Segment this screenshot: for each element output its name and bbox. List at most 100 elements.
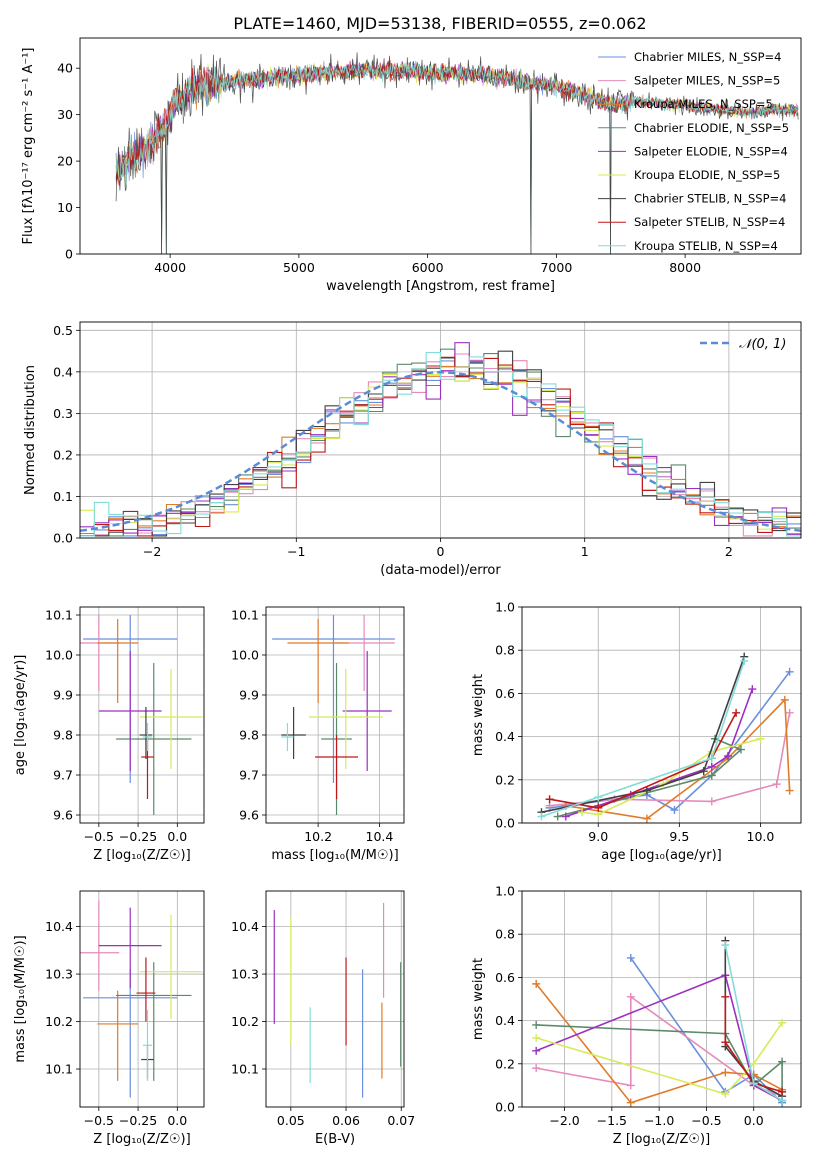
age_vs_Z-frame bbox=[79, 606, 205, 824]
y-tick-label: 40 bbox=[57, 61, 73, 76]
point-marker bbox=[740, 657, 749, 665]
y-tick-label: 10.2 bbox=[45, 1014, 73, 1029]
point-marker bbox=[532, 1020, 541, 1029]
x-tick-label: 8000 bbox=[669, 260, 701, 275]
y-tick-label: 9.8 bbox=[239, 728, 259, 743]
y-tick-label: 10.2 bbox=[231, 1014, 259, 1029]
x-tick-label: 1 bbox=[581, 544, 589, 559]
point-marker bbox=[707, 771, 716, 780]
residual_histogram-axes: −2 −1 0 1 2 0.0 0.1 0.2 0.3 0.4 0.5 (data-model)/er… bbox=[23, 322, 801, 578]
normal-curve bbox=[80, 371, 801, 532]
mass_weight_vs_Z-frame bbox=[521, 890, 802, 1108]
data-point bbox=[80, 615, 120, 691]
point-marker bbox=[532, 1064, 541, 1073]
x-tick-label: 0.07 bbox=[387, 1113, 415, 1128]
x-axis-label: Z [log₁₀(Z/Z☉)] bbox=[93, 848, 190, 863]
x-tick-label: 0.06 bbox=[332, 1113, 360, 1128]
point-marker bbox=[670, 806, 679, 815]
x-tick-label: 0.0 bbox=[167, 1113, 187, 1128]
x-tick-label: 5000 bbox=[283, 260, 315, 275]
y-tick-label: 1.0 bbox=[495, 884, 515, 899]
x-tick-label: 6000 bbox=[412, 260, 444, 275]
y-tick-label: 0.1 bbox=[53, 489, 73, 504]
point-marker bbox=[749, 1059, 758, 1068]
point-marker bbox=[532, 979, 541, 988]
point-marker bbox=[778, 1096, 787, 1105]
y-axis-label: mass [log₁₀(M/M☉)] bbox=[13, 935, 28, 1062]
data-point bbox=[281, 707, 306, 759]
mass_weight_vs_age-frame bbox=[521, 606, 802, 824]
y-tick-label: 0.0 bbox=[495, 1100, 515, 1115]
point-marker bbox=[532, 1046, 541, 1055]
data-point bbox=[98, 651, 162, 771]
y-tick-label: 0.0 bbox=[495, 816, 515, 831]
histogram-legend: 𝒩(0, 1) bbox=[700, 337, 786, 352]
series bbox=[537, 652, 749, 817]
data-point bbox=[142, 1009, 153, 1081]
mass_weight_vs_age-series bbox=[537, 652, 794, 823]
point-marker bbox=[626, 953, 635, 962]
legend-entry: 𝒩(0, 1) bbox=[739, 337, 786, 352]
y-tick-label: 10 bbox=[57, 200, 73, 215]
series bbox=[537, 657, 749, 821]
x-tick-label: 9.0 bbox=[588, 829, 608, 844]
histogram-frame bbox=[79, 321, 802, 539]
point-marker bbox=[724, 752, 733, 761]
series bbox=[545, 708, 794, 810]
y-tick-label: 10.1 bbox=[45, 1062, 73, 1077]
data-point bbox=[139, 707, 153, 759]
series-line bbox=[535, 974, 783, 1102]
y-tick-label: 0.2 bbox=[495, 772, 515, 787]
x-tick-label: −1.0 bbox=[644, 1113, 674, 1128]
series bbox=[545, 708, 741, 812]
point-marker bbox=[642, 786, 651, 795]
mass_vs_Z-frame bbox=[79, 890, 205, 1108]
data-point bbox=[97, 619, 139, 703]
y-tick-label: 10.4 bbox=[45, 919, 73, 934]
x-tick-label: 7000 bbox=[540, 260, 572, 275]
point-marker bbox=[553, 812, 562, 821]
x-axis-label: age [log₁₀(age/yr)] bbox=[601, 848, 722, 863]
point-marker bbox=[626, 992, 635, 1001]
y-axis-label: Flux [fλ10⁻¹⁷ erg cm⁻² s⁻¹ A⁻¹] bbox=[21, 48, 36, 245]
age_vs_Z-axes: −0.5 −0.25 0.0 9.6 9.7 9.8 9.9 10.0 10.1 Z [log₁₀… bbox=[13, 607, 204, 863]
x-tick-label: −0.25 bbox=[119, 829, 157, 844]
point-marker bbox=[699, 767, 708, 776]
series bbox=[561, 695, 794, 823]
x-axis-label: E(B-V) bbox=[315, 1132, 355, 1147]
point-marker bbox=[721, 1038, 730, 1047]
histogram-series bbox=[80, 348, 801, 537]
y-tick-label: 0.3 bbox=[53, 406, 73, 421]
series bbox=[561, 685, 757, 821]
x-tick-label: −0.5 bbox=[84, 1113, 114, 1128]
point-marker bbox=[721, 1090, 730, 1099]
point-marker bbox=[732, 708, 741, 717]
mass_weight_vs_Z-series bbox=[532, 936, 787, 1107]
y-tick-label: 0.2 bbox=[495, 1056, 515, 1071]
y-tick-label: 0.4 bbox=[495, 729, 515, 744]
x-axis-label: mass [log₁₀(M/M☉)] bbox=[271, 848, 398, 863]
point-marker bbox=[778, 1087, 787, 1096]
y-tick-label: 0.4 bbox=[53, 364, 73, 379]
mass_vs_Z-points bbox=[80, 900, 203, 1098]
legend-entry: Salpeter ELODIE, N_SSP=4 bbox=[634, 144, 788, 158]
histogram-steps bbox=[80, 342, 801, 537]
point-marker bbox=[780, 695, 789, 704]
spectrum-axes: 4000 5000 6000 7000 8000 0 10 20 30 40 wavelength … bbox=[21, 48, 701, 295]
data-point bbox=[142, 723, 153, 751]
point-marker bbox=[778, 1018, 787, 1027]
y-tick-label: 10.3 bbox=[45, 967, 73, 982]
y-tick-label: 0.4 bbox=[495, 1013, 515, 1028]
data-point bbox=[281, 723, 294, 751]
legend-entry: Chabrier ELODIE, N_SSP=5 bbox=[634, 121, 789, 135]
point-marker bbox=[545, 795, 554, 804]
series-line bbox=[541, 660, 745, 818]
x-tick-label: −1.5 bbox=[597, 1113, 627, 1128]
x-tick-label: −2.0 bbox=[549, 1113, 579, 1128]
x-tick-label: 10.4 bbox=[366, 829, 394, 844]
point-marker bbox=[749, 1079, 758, 1088]
point-marker bbox=[626, 1081, 635, 1090]
series bbox=[532, 979, 787, 1107]
y-tick-label: 0.8 bbox=[495, 927, 515, 942]
